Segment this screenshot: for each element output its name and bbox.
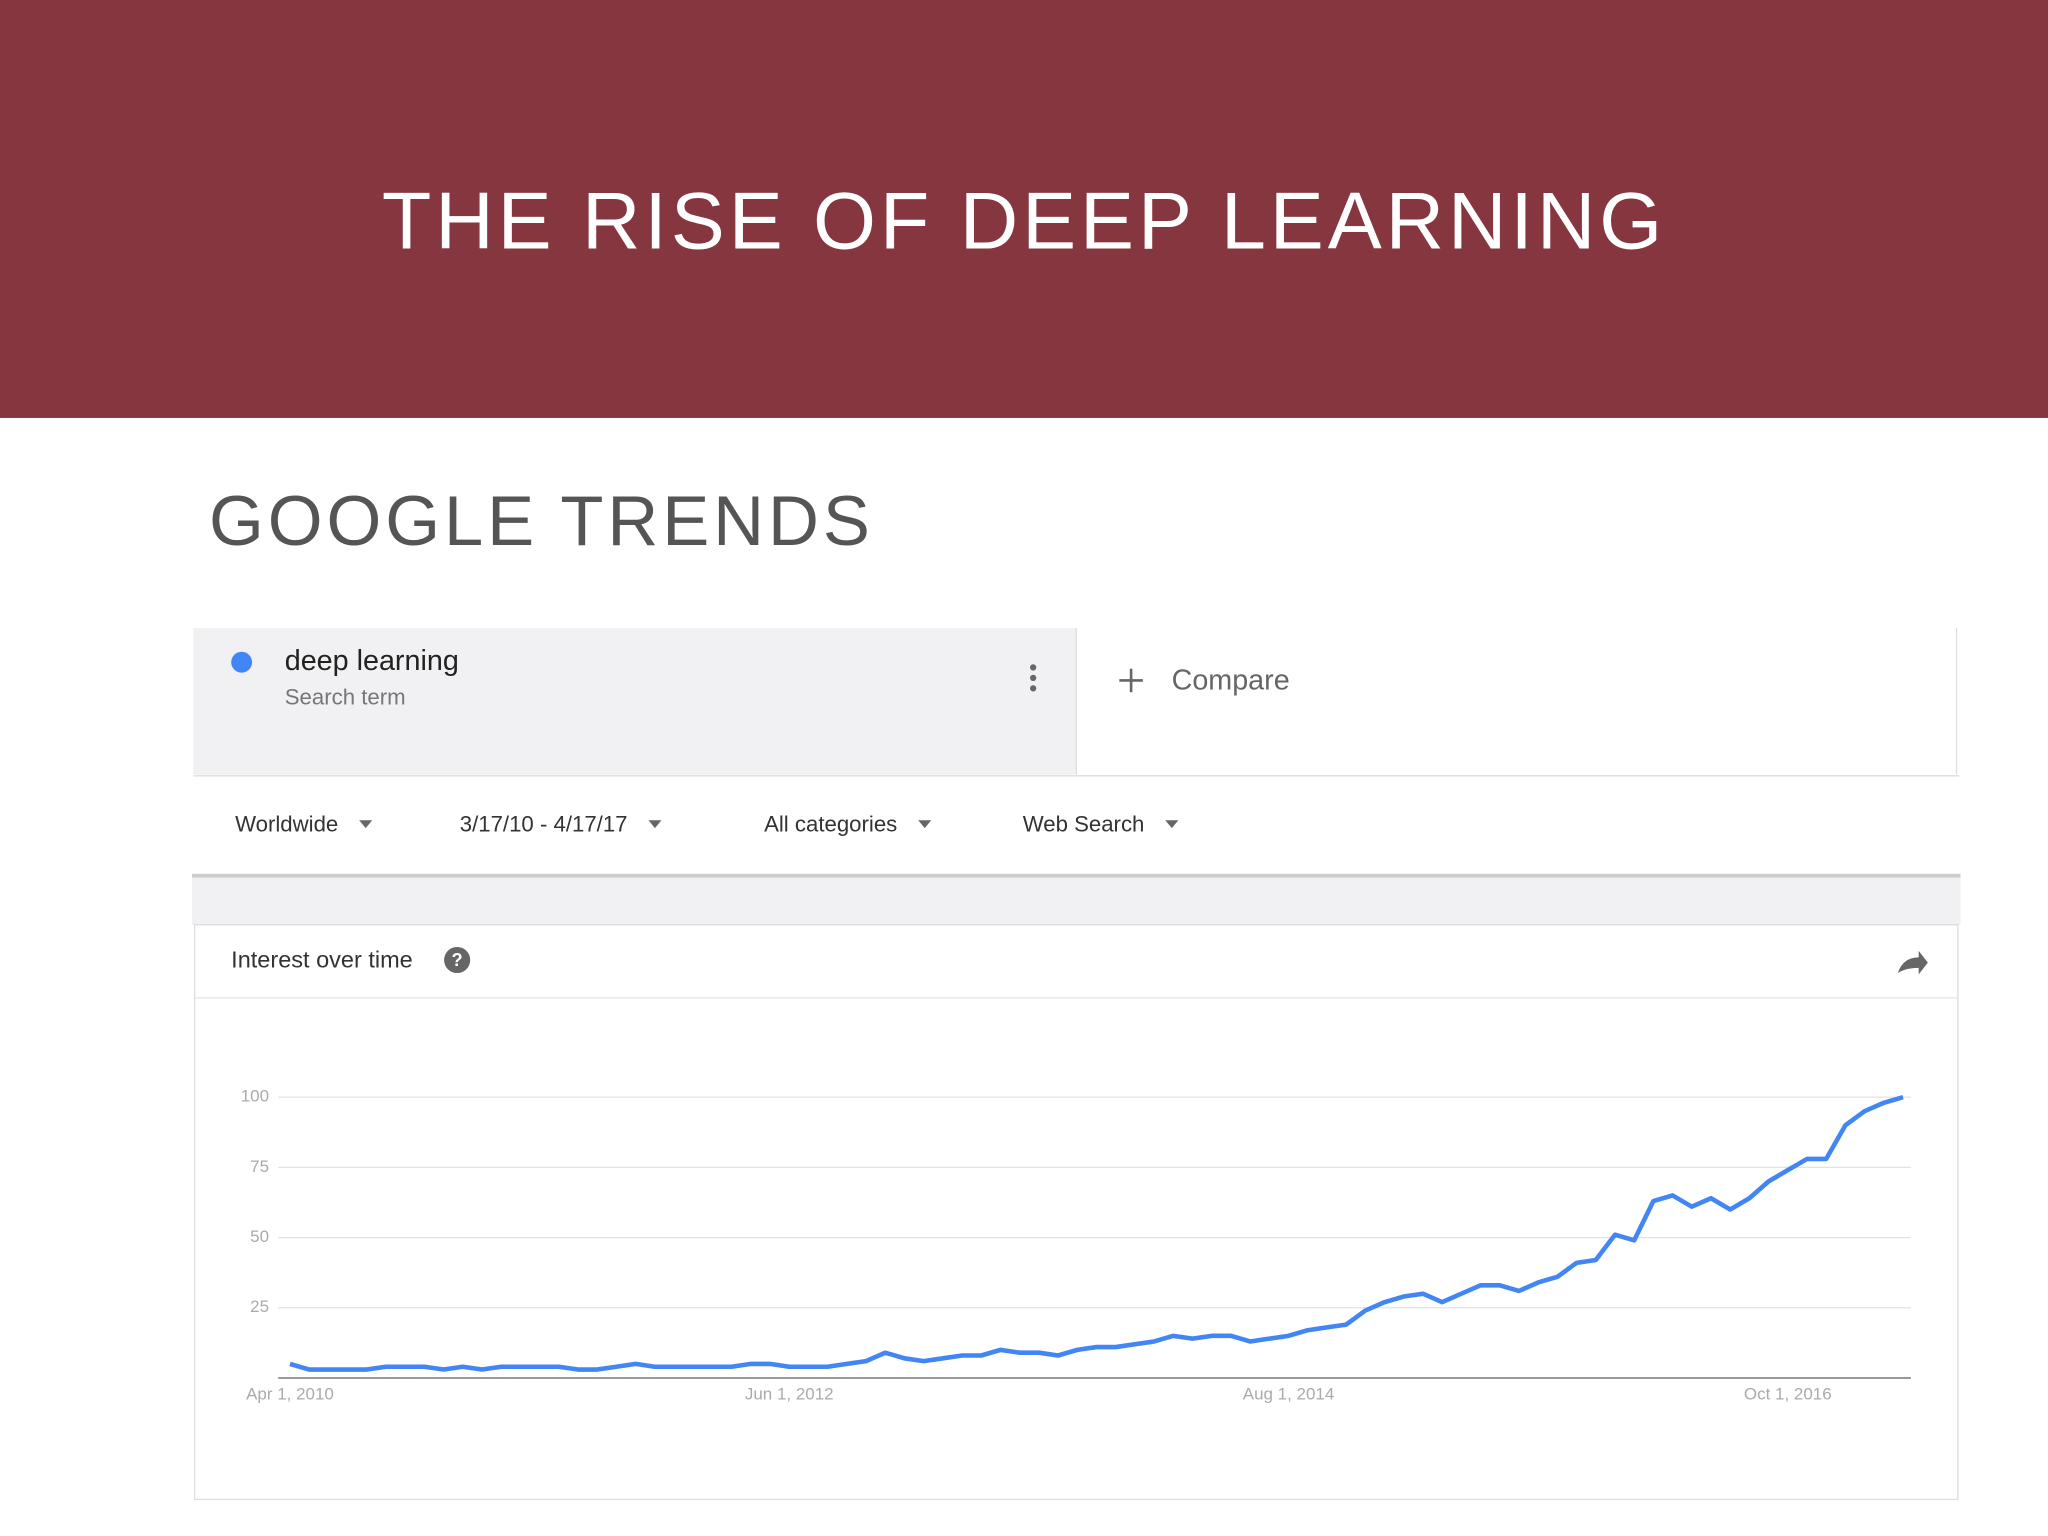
gap-band: [192, 877, 1961, 925]
dropdown-arrow: [359, 820, 373, 829]
dropdown-arrow: [918, 820, 932, 829]
search-term-type: Search term: [285, 685, 406, 710]
chart-card: [193, 924, 1959, 1501]
filter-dropdown[interactable]: 3/17/10 - 4/17/17: [460, 811, 628, 836]
filter-dropdown[interactable]: All categories: [764, 811, 897, 836]
more-menu[interactable]: [1030, 664, 1037, 692]
chart-title: Interest over time: [231, 947, 413, 973]
dropdown-arrow: [1165, 820, 1179, 829]
help-icon-glyph: ?: [452, 949, 463, 970]
slide-title: THE RISE OF DEEP LEARNING: [382, 177, 1666, 267]
y-tick-label: 100: [241, 1087, 269, 1106]
filter-dropdown[interactable]: Worldwide: [235, 811, 338, 836]
compare-button[interactable]: Compare: [1172, 664, 1290, 696]
share-icon[interactable]: [1897, 950, 1928, 975]
slide-subtitle: GOOGLE TRENDS: [209, 481, 874, 560]
x-tick-label: Jun 1, 2012: [745, 1384, 834, 1403]
x-tick-label: Apr 1, 2010: [246, 1384, 334, 1403]
divider: [192, 873, 1961, 878]
search-term: deep learning: [285, 645, 459, 677]
trend-line: [289, 1094, 1904, 1372]
y-tick-label: 50: [250, 1227, 269, 1246]
dropdown-arrow: [648, 820, 662, 829]
x-tick-label: Oct 1, 2016: [1744, 1384, 1832, 1403]
y-tick-label: 25: [250, 1297, 269, 1316]
filter-dropdown[interactable]: Web Search: [1023, 811, 1145, 836]
header-band: [0, 0, 2048, 418]
term-dot: [231, 651, 253, 673]
x-tick-label: Aug 1, 2014: [1243, 1384, 1335, 1403]
search-term-box[interactable]: [193, 628, 1077, 775]
y-tick-label: 75: [250, 1157, 269, 1176]
plus-icon[interactable]: [1119, 668, 1143, 693]
help-icon[interactable]: [444, 946, 471, 974]
